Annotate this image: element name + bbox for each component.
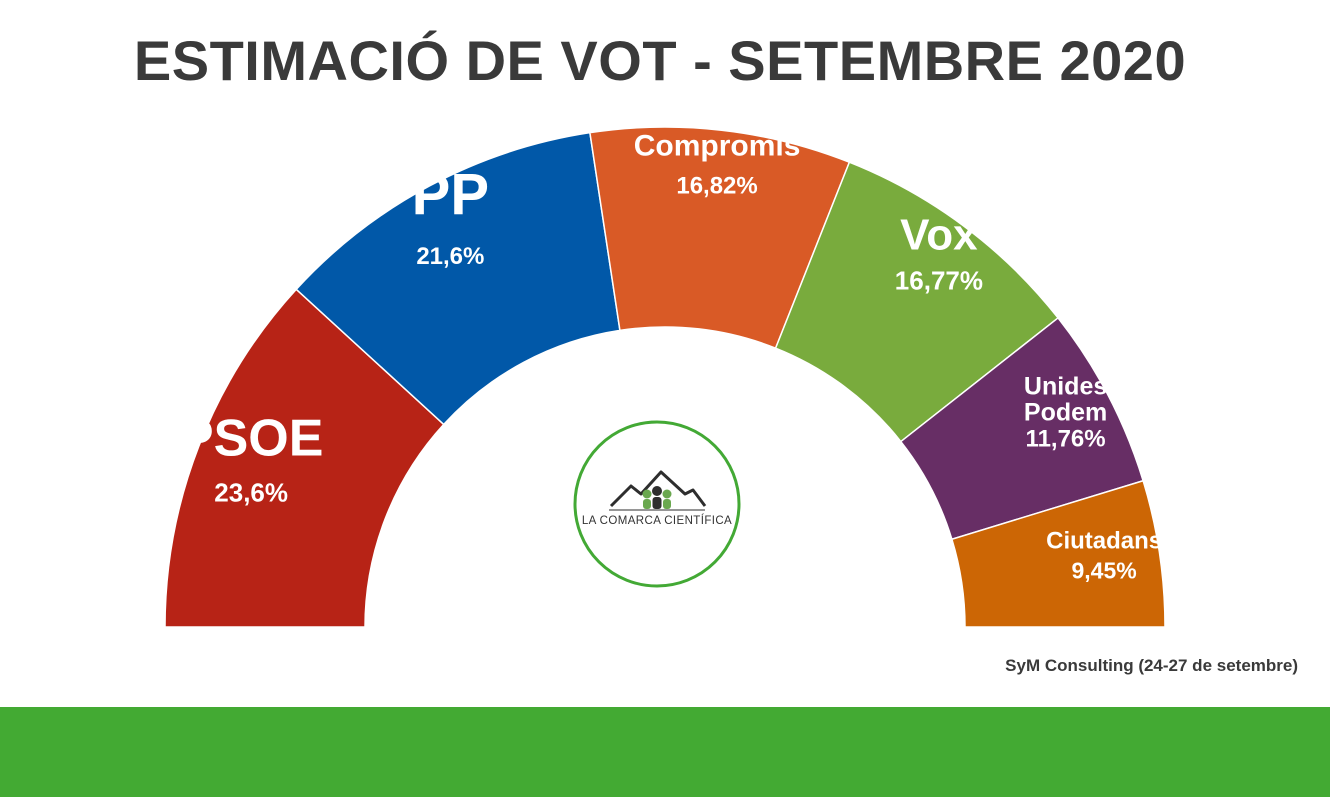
slice-label-ciutadans: Ciutadans 9,45% <box>1046 528 1162 584</box>
slice-value-unides-podem: 11,76% <box>1026 426 1106 453</box>
slice-name-unides-podem: Podem <box>1024 399 1107 427</box>
slice-value-ciutadans: 9,45% <box>1072 558 1137 584</box>
slice-value-pp: 21,6% <box>416 243 484 270</box>
vote-estimate-half-donut-chart: PSOE 23,6% PP 21,6% Compromís 16,82% Vox 16,77%… <box>164 126 1166 628</box>
slice-ciutadans <box>950 479 1166 628</box>
slice-name-ciutadans: Ciutadans <box>1046 528 1162 555</box>
slice-value-psoe: 23,6% <box>214 477 288 507</box>
logo-text: LA COMARCA CIENTÍFICA <box>581 515 733 527</box>
source-note: SyM Consulting (24-27 de setembre) <box>1005 656 1298 675</box>
slice-label-pp: PP 21,6% <box>412 162 489 270</box>
chart-title: ESTIMACIÓ DE VOT - SETEMBRE 2020 <box>133 29 1187 92</box>
slice-name-vox: Vox <box>900 210 978 259</box>
footer-bar <box>0 707 1330 797</box>
slice-name-pp: PP <box>412 162 489 227</box>
mountain-people-logo-icon <box>573 420 741 588</box>
slice-label-psoe: PSOE 23,6% <box>179 409 324 507</box>
la-comarca-cientifica-logo: LA COMARCA CIENTÍFICA <box>573 420 741 588</box>
slice-label-compromis: Compromís 16,82% <box>634 129 801 199</box>
slice-value-compromis: 16,82% <box>676 172 757 199</box>
slice-label-vox: Vox 16,77% <box>895 210 983 295</box>
slice-value-vox: 16,77% <box>895 265 983 295</box>
slice-name-unides-podem: Unides <box>1024 372 1107 400</box>
slice-name-psoe: PSOE <box>179 409 324 467</box>
slice-name-compromis: Compromís <box>634 129 801 162</box>
